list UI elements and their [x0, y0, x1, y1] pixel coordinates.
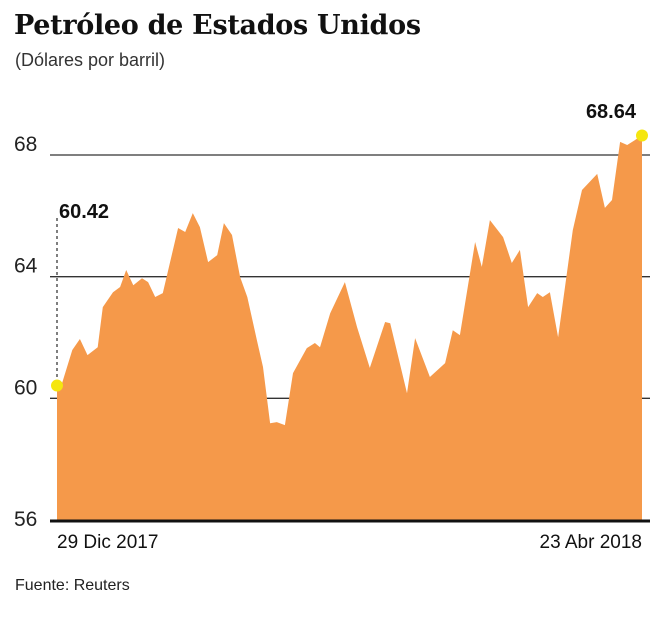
y-tick-label: 64	[14, 255, 38, 278]
end-point-marker	[636, 129, 648, 142]
y-tick-label: 56	[14, 508, 37, 531]
start-value-label: 60.42	[59, 201, 109, 223]
price-area	[57, 135, 642, 520]
chart-subtitle: (Dólares por barril)	[15, 50, 166, 70]
chart-title: Petróleo de Estados Unidos	[14, 10, 421, 41]
x-tick-label-start: 29 Dic 2017	[57, 532, 158, 553]
x-tick-label-end: 23 Abr 2018	[540, 532, 642, 553]
y-tick-label: 60	[14, 376, 37, 399]
source-note: Fuente: Reuters	[15, 577, 130, 594]
start-point-marker	[51, 379, 63, 392]
end-value-label: 68.64	[586, 101, 637, 123]
y-tick-label: 68	[14, 133, 37, 156]
